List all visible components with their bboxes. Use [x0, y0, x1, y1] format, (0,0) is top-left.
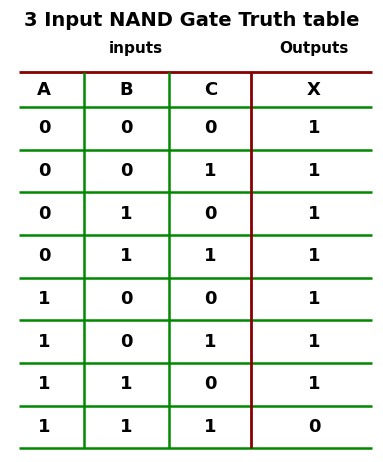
Text: 1: 1 [308, 333, 320, 351]
Text: 1: 1 [308, 247, 320, 265]
Text: 0: 0 [308, 418, 320, 436]
Text: 0: 0 [205, 120, 217, 138]
Text: 1: 1 [308, 162, 320, 180]
Text: 0: 0 [205, 375, 217, 393]
Text: C: C [204, 81, 217, 99]
Text: 1: 1 [308, 120, 320, 138]
Text: 0: 0 [120, 162, 133, 180]
Text: 1: 1 [120, 375, 133, 393]
Text: 1: 1 [120, 418, 133, 436]
Text: 1: 1 [205, 333, 217, 351]
Text: 0: 0 [120, 333, 133, 351]
Text: 1: 1 [308, 375, 320, 393]
Text: 1: 1 [205, 418, 217, 436]
Text: 1: 1 [308, 290, 320, 308]
Text: inputs: inputs [109, 41, 163, 56]
Text: 0: 0 [38, 247, 50, 265]
Text: 1: 1 [38, 290, 50, 308]
Text: A: A [37, 81, 51, 99]
Text: 1: 1 [38, 333, 50, 351]
Text: 0: 0 [205, 290, 217, 308]
Text: 0: 0 [120, 290, 133, 308]
Text: 0: 0 [38, 205, 50, 223]
Text: 0: 0 [38, 162, 50, 180]
Text: 3 Input NAND Gate Truth table: 3 Input NAND Gate Truth table [24, 11, 359, 30]
Text: 1: 1 [120, 247, 133, 265]
Text: 1: 1 [38, 375, 50, 393]
Text: 0: 0 [120, 120, 133, 138]
Text: B: B [119, 81, 133, 99]
Text: 0: 0 [38, 120, 50, 138]
Text: 1: 1 [120, 205, 133, 223]
Text: 1: 1 [205, 162, 217, 180]
Text: 1: 1 [308, 205, 320, 223]
Text: 1: 1 [205, 247, 217, 265]
Text: 0: 0 [205, 205, 217, 223]
Text: Outputs: Outputs [279, 41, 349, 56]
Text: X: X [307, 81, 321, 99]
Text: 1: 1 [38, 418, 50, 436]
